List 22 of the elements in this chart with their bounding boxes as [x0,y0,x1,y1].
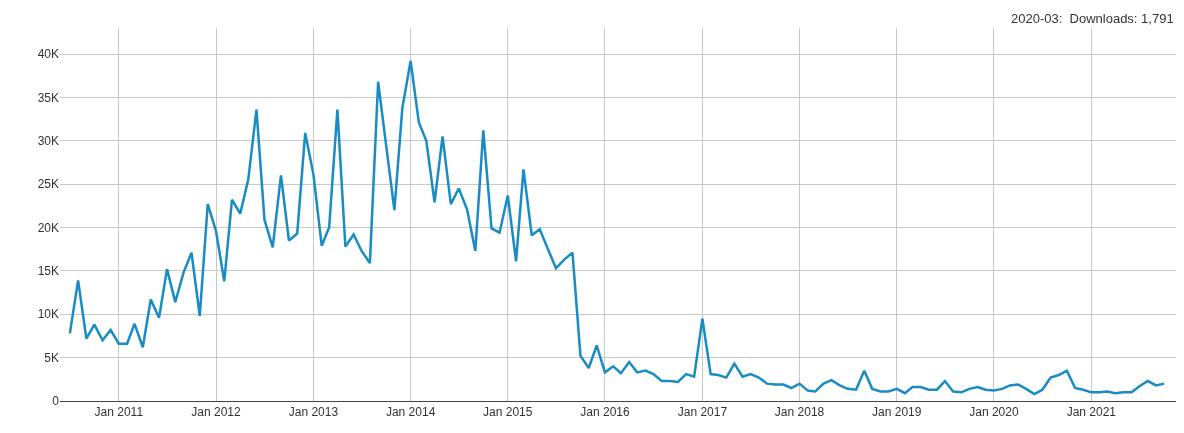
x-tick-label: Jan 2019 [872,405,922,420]
x-tick-label: Jan 2018 [774,405,825,420]
line-series [68,59,1166,396]
y-tick-label: 40K [37,47,59,62]
x-tick-label: Jan 2021 [1066,405,1117,420]
x-tick-label: Jan 2014 [385,405,436,420]
y-tick-label: 25K [37,177,59,192]
y-tick-label: 10K [37,307,59,322]
text: 2020-03: Downloads: 1,791 [1011,11,1174,26]
y-tick-label: 20K [37,220,59,235]
x-tick-label: Jan 2013 [288,405,339,420]
y-tick-label: 0 [52,394,60,409]
x-tick-label: Jan 2011 [94,405,144,420]
x-tick-label: Jan 2017 [677,405,728,420]
y-tick-label: 30K [37,133,59,148]
y-tick-label: 15K [37,264,59,279]
y-tick-label: 5K [44,350,59,365]
x-tick-label: Jan 2016 [580,405,630,420]
x-tick-label: Jan 2015 [483,405,533,420]
y-tick-label: 35K [37,90,59,105]
x-tick-label: Jan 2012 [191,405,242,420]
x-tick-label: Jan 2020 [969,405,1019,420]
